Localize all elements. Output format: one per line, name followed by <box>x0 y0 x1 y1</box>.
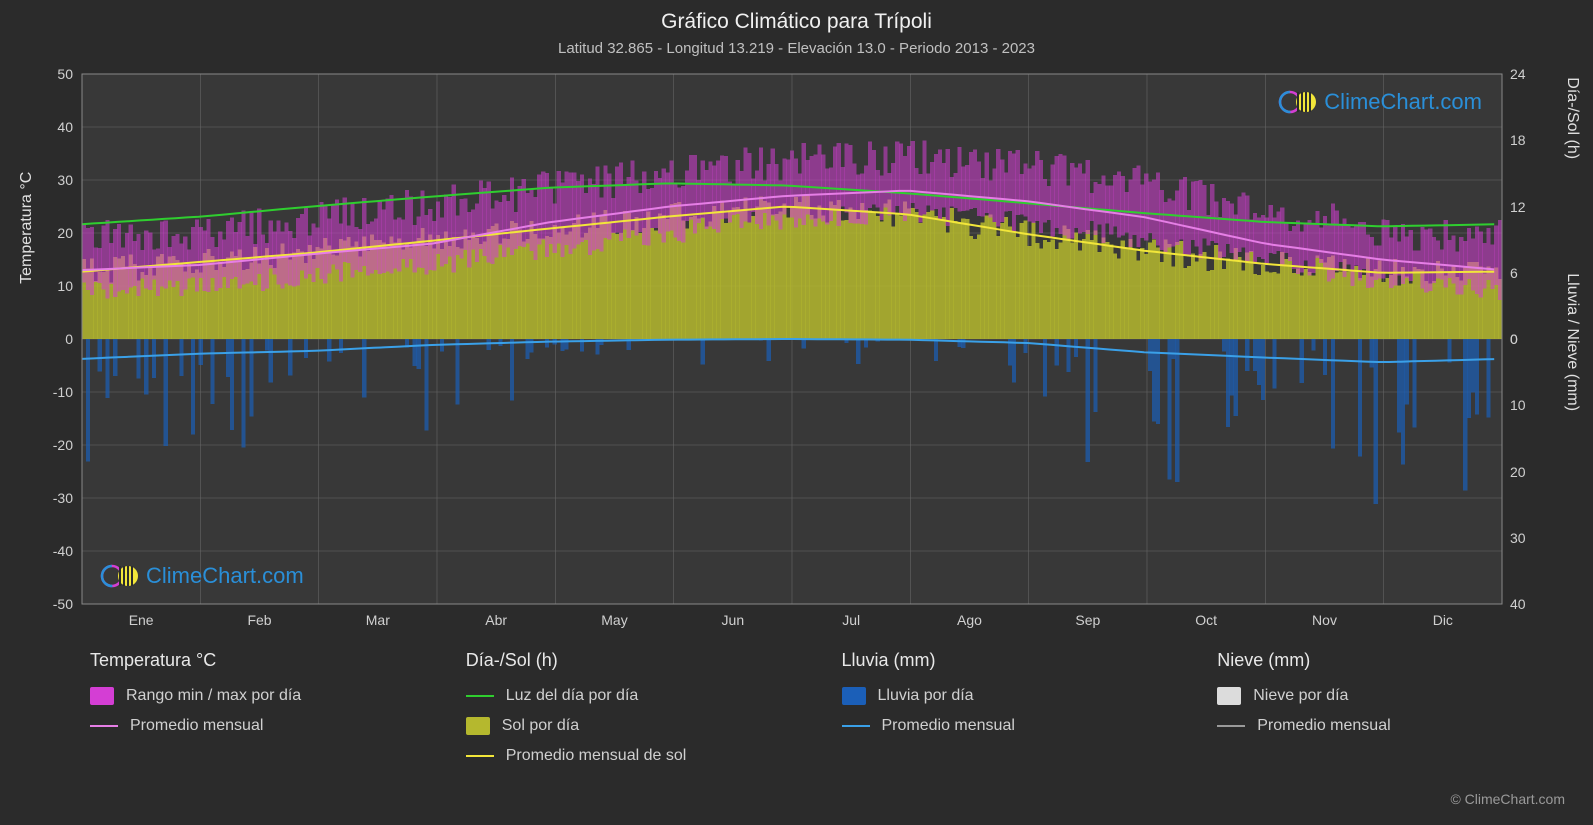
y-left-tick: -10 <box>13 384 73 400</box>
chart-subtitle: Latitud 32.865 - Longitud 13.219 - Eleva… <box>0 34 1593 57</box>
swatch-rain <box>842 687 866 705</box>
y-right-tick-mm: 20 <box>1510 464 1550 480</box>
legend-item-sun-avg: Promedio mensual de sol <box>466 747 802 765</box>
y-right-tick-hour: 6 <box>1510 265 1550 281</box>
brand-text: ClimeChart.com <box>146 563 304 589</box>
chart-legend: Temperatura °C Rango min / max por día P… <box>90 650 1553 765</box>
data-svg <box>82 74 1502 604</box>
climate-chart: Gráfico Climático para Trípoli Latitud 3… <box>0 0 1593 825</box>
legend-item-rain-avg: Promedio mensual <box>842 717 1178 735</box>
y-right-tick-hour: 12 <box>1510 199 1550 215</box>
y-left-tick: 30 <box>13 172 73 188</box>
x-month-tick: Ago <box>930 612 1010 628</box>
legend-label: Lluvia por día <box>878 687 974 705</box>
legend-heading: Nieve (mm) <box>1217 650 1553 671</box>
x-month-tick: Nov <box>1285 612 1365 628</box>
legend-item-sun: Sol por día <box>466 717 802 735</box>
brand-watermark-top: ClimeChart.com <box>1278 88 1482 116</box>
legend-label: Promedio mensual <box>130 717 263 735</box>
swatch-daylight <box>466 695 494 697</box>
legend-label: Promedio mensual <box>1257 717 1390 735</box>
y-left-tick: 0 <box>13 331 73 347</box>
x-month-tick: Feb <box>220 612 300 628</box>
y-right-tick-mm: 40 <box>1510 596 1550 612</box>
legend-item-daylight: Luz del día por día <box>466 687 802 705</box>
chart-title: Gráfico Climático para Trípoli <box>0 0 1593 34</box>
y-left-tick: -40 <box>13 543 73 559</box>
y-left-tick: -20 <box>13 437 73 453</box>
legend-heading: Lluvia (mm) <box>842 650 1178 671</box>
x-month-tick: May <box>575 612 655 628</box>
y-left-tick: 40 <box>13 119 73 135</box>
legend-label: Nieve por día <box>1253 687 1348 705</box>
y-right-tick-mm: 30 <box>1510 530 1550 546</box>
copyright-text: © ClimeChart.com <box>1450 791 1565 807</box>
swatch-sun <box>466 717 490 735</box>
brand-logo-icon <box>1278 88 1318 116</box>
legend-heading: Temperatura °C <box>90 650 426 671</box>
legend-col-temperature: Temperatura °C Rango min / max por día P… <box>90 650 426 765</box>
legend-label: Luz del día por día <box>506 687 639 705</box>
x-month-tick: Sep <box>1048 612 1128 628</box>
x-month-tick: Abr <box>456 612 536 628</box>
y-right-tick-hour: 24 <box>1510 66 1550 82</box>
y-left-tick: -50 <box>13 596 73 612</box>
legend-item-rain-daily: Lluvia por día <box>842 687 1178 705</box>
legend-label: Rango min / max por día <box>126 687 301 705</box>
legend-item-snow-avg: Promedio mensual <box>1217 717 1553 735</box>
legend-item-temp-range: Rango min / max por día <box>90 687 426 705</box>
plot-area: ClimeChart.com ClimeChart.com <box>82 74 1502 604</box>
swatch-temp-avg <box>90 725 118 727</box>
x-month-tick: Ene <box>101 612 181 628</box>
y-left-tick: 50 <box>13 66 73 82</box>
legend-col-daysun: Día-/Sol (h) Luz del día por día Sol por… <box>466 650 802 765</box>
legend-item-temp-avg: Promedio mensual <box>90 717 426 735</box>
y-left-tick: -30 <box>13 490 73 506</box>
x-month-tick: Dic <box>1403 612 1483 628</box>
x-month-tick: Jun <box>693 612 773 628</box>
swatch-sun-avg <box>466 755 494 757</box>
swatch-snow-avg <box>1217 725 1245 727</box>
legend-label: Promedio mensual de sol <box>506 747 687 765</box>
legend-col-snow: Nieve (mm) Nieve por día Promedio mensua… <box>1217 650 1553 765</box>
brand-logo-icon <box>100 562 140 590</box>
swatch-temp-range <box>90 687 114 705</box>
y-axis-right-top-title: Día-/Sol (h) <box>1563 77 1581 159</box>
y-right-tick-mm: 0 <box>1510 331 1550 347</box>
x-month-tick: Jul <box>811 612 891 628</box>
swatch-rain-avg <box>842 725 870 727</box>
legend-heading: Día-/Sol (h) <box>466 650 802 671</box>
x-month-tick: Oct <box>1166 612 1246 628</box>
swatch-snow <box>1217 687 1241 705</box>
x-month-tick: Mar <box>338 612 418 628</box>
y-left-tick: 10 <box>13 278 73 294</box>
legend-label: Sol por día <box>502 717 579 735</box>
y-axis-right-bottom-title: Lluvia / Nieve (mm) <box>1563 273 1581 411</box>
brand-text: ClimeChart.com <box>1324 89 1482 115</box>
y-right-tick-hour: 18 <box>1510 132 1550 148</box>
legend-label: Promedio mensual <box>882 717 1015 735</box>
y-right-tick-mm: 10 <box>1510 397 1550 413</box>
legend-col-rain: Lluvia (mm) Lluvia por día Promedio mens… <box>842 650 1178 765</box>
legend-item-snow-daily: Nieve por día <box>1217 687 1553 705</box>
y-left-tick: 20 <box>13 225 73 241</box>
brand-watermark-bottom: ClimeChart.com <box>100 562 304 590</box>
